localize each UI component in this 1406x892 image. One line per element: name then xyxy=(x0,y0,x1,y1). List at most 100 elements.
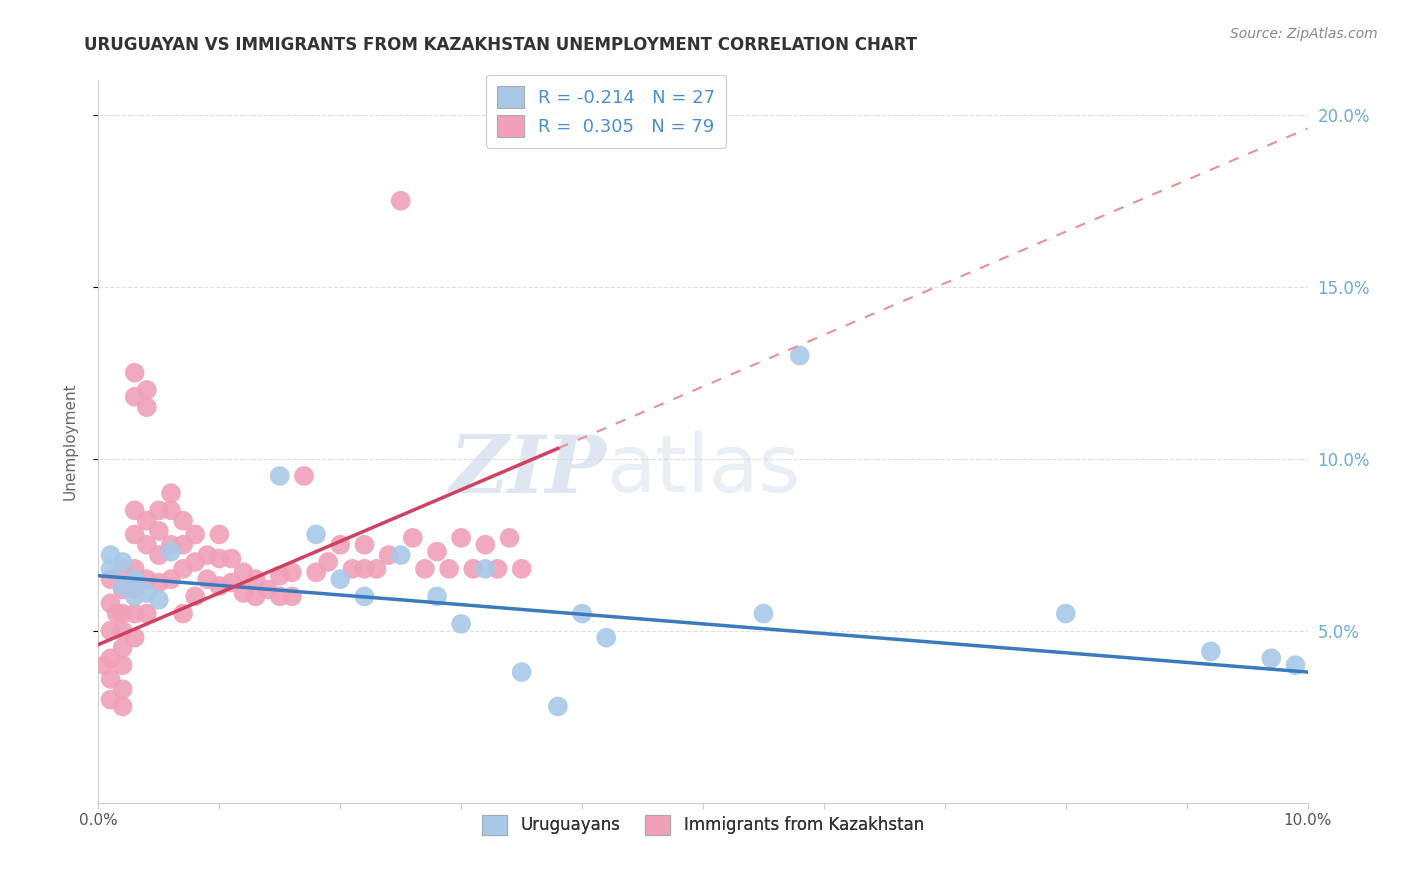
Point xyxy=(124,631,146,645)
Point xyxy=(100,548,122,562)
Point xyxy=(111,607,134,621)
Point xyxy=(100,572,122,586)
Point xyxy=(111,579,134,593)
Point xyxy=(389,194,412,208)
Point xyxy=(245,572,267,586)
Point xyxy=(305,527,328,541)
Point xyxy=(195,548,218,562)
Point xyxy=(1260,651,1282,665)
Point xyxy=(437,562,460,576)
Point xyxy=(148,503,170,517)
Point xyxy=(160,538,183,552)
Text: atlas: atlas xyxy=(606,432,800,509)
Point xyxy=(426,544,449,558)
Point xyxy=(124,503,146,517)
Point xyxy=(148,575,170,590)
Text: Source: ZipAtlas.com: Source: ZipAtlas.com xyxy=(1230,27,1378,41)
Point xyxy=(160,544,183,558)
Point xyxy=(256,582,278,597)
Point xyxy=(124,366,146,380)
Point xyxy=(474,538,496,552)
Point xyxy=(124,572,146,586)
Point xyxy=(160,486,183,500)
Point xyxy=(135,538,157,552)
Point xyxy=(111,582,134,597)
Point xyxy=(329,572,352,586)
Point xyxy=(148,548,170,562)
Point xyxy=(135,572,157,586)
Point xyxy=(135,514,157,528)
Point xyxy=(148,524,170,538)
Point xyxy=(111,640,134,655)
Point xyxy=(172,514,194,528)
Point xyxy=(135,586,157,600)
Point xyxy=(124,562,146,576)
Point xyxy=(111,682,134,697)
Point xyxy=(353,562,375,576)
Point xyxy=(124,390,146,404)
Point xyxy=(413,562,436,576)
Point xyxy=(135,607,157,621)
Point xyxy=(100,692,122,706)
Point xyxy=(402,531,425,545)
Point xyxy=(366,562,388,576)
Point xyxy=(100,651,122,665)
Point xyxy=(111,562,134,576)
Point xyxy=(269,469,291,483)
Point xyxy=(281,590,304,604)
Point xyxy=(342,562,364,576)
Point xyxy=(124,590,146,604)
Legend: Uruguayans, Immigrants from Kazakhstan: Uruguayans, Immigrants from Kazakhstan xyxy=(472,805,934,845)
Point xyxy=(105,607,128,621)
Point xyxy=(184,527,207,541)
Point xyxy=(195,572,218,586)
Point xyxy=(100,596,122,610)
Point xyxy=(389,548,412,562)
Point xyxy=(208,551,231,566)
Point xyxy=(111,658,134,673)
Point xyxy=(208,527,231,541)
Point xyxy=(1054,607,1077,621)
Point xyxy=(111,699,134,714)
Point xyxy=(135,383,157,397)
Point xyxy=(232,566,254,580)
Point xyxy=(474,562,496,576)
Point xyxy=(100,672,122,686)
Point xyxy=(281,566,304,580)
Point xyxy=(111,555,134,569)
Point xyxy=(93,658,115,673)
Point xyxy=(1284,658,1306,673)
Point xyxy=(232,586,254,600)
Point xyxy=(463,562,485,576)
Point xyxy=(124,527,146,541)
Point xyxy=(789,349,811,363)
Point xyxy=(595,631,617,645)
Point xyxy=(221,575,243,590)
Point xyxy=(172,607,194,621)
Point xyxy=(160,503,183,517)
Point xyxy=(498,531,520,545)
Point xyxy=(426,590,449,604)
Point xyxy=(124,582,146,597)
Point xyxy=(353,590,375,604)
Point xyxy=(316,555,339,569)
Point xyxy=(269,590,291,604)
Point xyxy=(245,590,267,604)
Point xyxy=(353,538,375,552)
Point xyxy=(510,665,533,679)
Point xyxy=(329,538,352,552)
Point xyxy=(752,607,775,621)
Text: URUGUAYAN VS IMMIGRANTS FROM KAZAKHSTAN UNEMPLOYMENT CORRELATION CHART: URUGUAYAN VS IMMIGRANTS FROM KAZAKHSTAN … xyxy=(84,36,918,54)
Text: ZIP: ZIP xyxy=(450,432,606,509)
Point xyxy=(450,616,472,631)
Point xyxy=(184,590,207,604)
Point xyxy=(1199,644,1222,658)
Point xyxy=(208,579,231,593)
Point xyxy=(571,607,593,621)
Y-axis label: Unemployment: Unemployment xyxy=(63,383,77,500)
Point xyxy=(135,400,157,414)
Point xyxy=(172,538,194,552)
Point xyxy=(221,551,243,566)
Point xyxy=(124,607,146,621)
Point xyxy=(148,592,170,607)
